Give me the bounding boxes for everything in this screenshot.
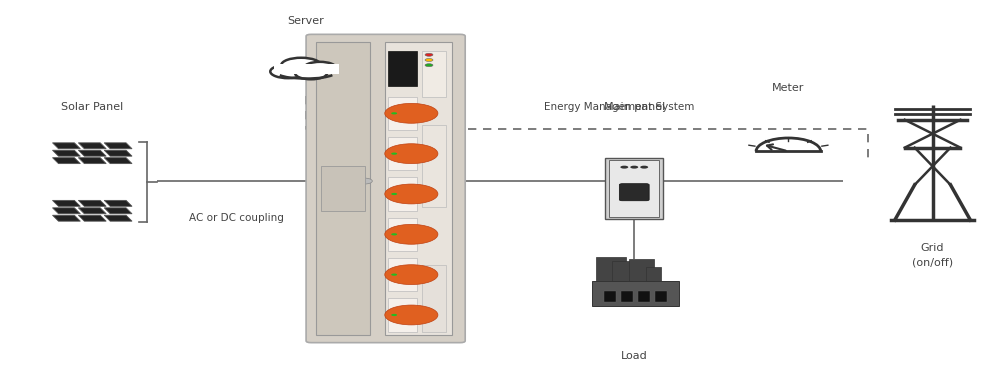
FancyBboxPatch shape — [422, 126, 446, 207]
Polygon shape — [104, 150, 132, 156]
Polygon shape — [104, 143, 132, 149]
Polygon shape — [78, 215, 106, 221]
Polygon shape — [78, 158, 106, 164]
FancyBboxPatch shape — [604, 291, 616, 302]
Polygon shape — [78, 150, 106, 156]
Circle shape — [391, 112, 397, 115]
Polygon shape — [52, 143, 80, 149]
Text: Load: Load — [621, 351, 648, 361]
FancyBboxPatch shape — [385, 42, 452, 335]
Polygon shape — [52, 215, 80, 221]
Circle shape — [304, 62, 336, 74]
Circle shape — [391, 274, 397, 276]
FancyBboxPatch shape — [388, 218, 417, 251]
Polygon shape — [104, 158, 132, 164]
FancyBboxPatch shape — [422, 51, 446, 98]
FancyBboxPatch shape — [388, 51, 417, 86]
Text: Main panel: Main panel — [604, 102, 665, 112]
FancyBboxPatch shape — [422, 265, 446, 331]
Circle shape — [385, 305, 438, 325]
Circle shape — [356, 178, 372, 184]
FancyBboxPatch shape — [629, 259, 654, 281]
Circle shape — [425, 53, 433, 56]
Text: Server: Server — [288, 16, 324, 26]
Circle shape — [640, 166, 648, 169]
Polygon shape — [78, 143, 106, 149]
Polygon shape — [104, 215, 132, 221]
FancyBboxPatch shape — [621, 291, 633, 302]
Text: Energy Management System: Energy Management System — [544, 102, 695, 112]
Polygon shape — [52, 158, 80, 164]
Circle shape — [385, 184, 438, 204]
Circle shape — [391, 314, 397, 316]
Circle shape — [620, 166, 628, 169]
Circle shape — [385, 265, 438, 285]
FancyBboxPatch shape — [388, 299, 417, 331]
Circle shape — [425, 64, 433, 67]
Circle shape — [391, 193, 397, 195]
Polygon shape — [52, 208, 80, 214]
Text: AC or DC coupling: AC or DC coupling — [189, 213, 284, 223]
Circle shape — [270, 65, 306, 78]
Circle shape — [385, 224, 438, 244]
FancyBboxPatch shape — [306, 34, 465, 343]
FancyBboxPatch shape — [605, 158, 663, 219]
Text: Grid
(on/off): Grid (on/off) — [912, 244, 953, 267]
FancyBboxPatch shape — [316, 42, 370, 335]
Polygon shape — [52, 201, 80, 206]
FancyBboxPatch shape — [609, 160, 659, 217]
Circle shape — [385, 103, 438, 123]
FancyBboxPatch shape — [321, 166, 365, 211]
Circle shape — [281, 58, 321, 73]
FancyBboxPatch shape — [596, 257, 626, 281]
FancyBboxPatch shape — [646, 267, 661, 281]
Polygon shape — [78, 201, 106, 206]
FancyBboxPatch shape — [388, 178, 417, 210]
Polygon shape — [104, 208, 132, 214]
FancyBboxPatch shape — [274, 64, 339, 74]
Circle shape — [425, 58, 433, 61]
Text: Solar Panel: Solar Panel — [61, 102, 123, 112]
Circle shape — [630, 166, 638, 169]
Polygon shape — [104, 201, 132, 206]
FancyBboxPatch shape — [612, 261, 632, 281]
Circle shape — [295, 67, 327, 79]
FancyBboxPatch shape — [655, 291, 667, 302]
FancyBboxPatch shape — [638, 291, 650, 302]
Circle shape — [391, 233, 397, 235]
Polygon shape — [52, 150, 80, 156]
FancyBboxPatch shape — [388, 137, 417, 170]
FancyBboxPatch shape — [388, 97, 417, 130]
FancyBboxPatch shape — [388, 258, 417, 291]
Text: Meter: Meter — [772, 83, 805, 93]
Circle shape — [391, 153, 397, 155]
FancyBboxPatch shape — [619, 184, 649, 201]
Polygon shape — [592, 281, 679, 305]
Circle shape — [385, 144, 438, 164]
Polygon shape — [78, 208, 106, 214]
